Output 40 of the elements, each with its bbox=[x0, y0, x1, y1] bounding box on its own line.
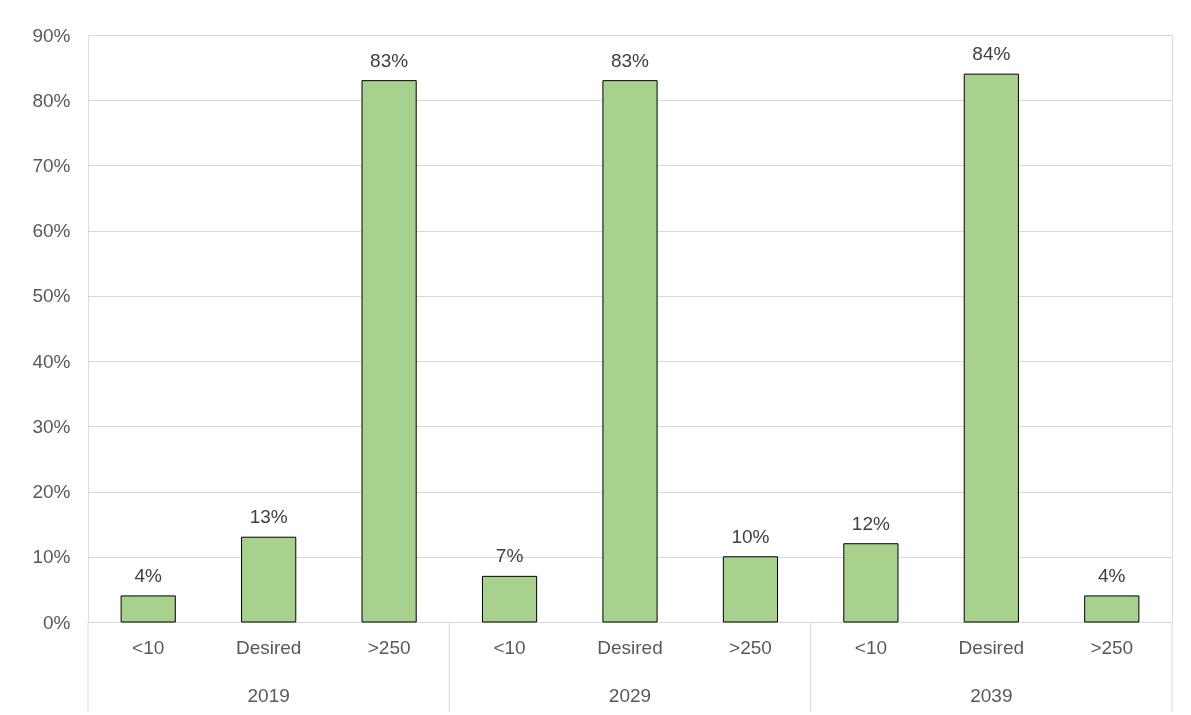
bar bbox=[963, 73, 1019, 623]
text: 2039 bbox=[970, 685, 1013, 706]
x-tick-label: <10 bbox=[132, 636, 165, 658]
y-tick-label: 0% bbox=[43, 611, 71, 633]
y-tick-label: 50% bbox=[32, 285, 71, 307]
data-label: 13% bbox=[249, 506, 288, 528]
bar bbox=[602, 80, 658, 623]
data-label: 10% bbox=[731, 525, 770, 547]
bar bbox=[722, 556, 779, 623]
y-tick-label: 40% bbox=[32, 350, 71, 372]
x-tick-label: >250 bbox=[367, 636, 411, 658]
bar bbox=[843, 543, 899, 623]
x-tick-label: >250 bbox=[729, 636, 772, 658]
y-tick-label: 60% bbox=[32, 220, 71, 242]
x-tick-label: Desired bbox=[235, 636, 302, 658]
data-label: 12% bbox=[851, 512, 891, 534]
x-tick-label: Desired bbox=[958, 636, 1025, 658]
bar bbox=[120, 595, 176, 623]
data-label: 4% bbox=[134, 564, 163, 586]
y-tick-label: 20% bbox=[32, 481, 71, 503]
data-label: 7% bbox=[495, 545, 524, 567]
data-label: 83% bbox=[370, 49, 409, 71]
data-label: 84% bbox=[972, 43, 1011, 65]
data-label: 4% bbox=[1098, 564, 1126, 586]
bar bbox=[481, 575, 538, 623]
y-tick-label: 70% bbox=[32, 154, 71, 176]
x-tick-label: <10 bbox=[854, 636, 888, 658]
x-tick-label: Desired bbox=[597, 636, 663, 658]
text: 2019 bbox=[247, 685, 290, 706]
text: 2029 bbox=[608, 685, 652, 706]
x-tick-label: >250 bbox=[1090, 636, 1134, 658]
y-tick-label: 80% bbox=[32, 89, 71, 111]
bar bbox=[361, 80, 417, 623]
y-tick-label: 10% bbox=[32, 546, 71, 568]
bar bbox=[1084, 595, 1140, 623]
x-tick-label: <10 bbox=[493, 636, 526, 658]
y-tick-label: 90% bbox=[32, 24, 71, 46]
data-label: 83% bbox=[610, 49, 650, 71]
bar bbox=[241, 536, 297, 623]
y-tick-label: 30% bbox=[32, 415, 71, 437]
